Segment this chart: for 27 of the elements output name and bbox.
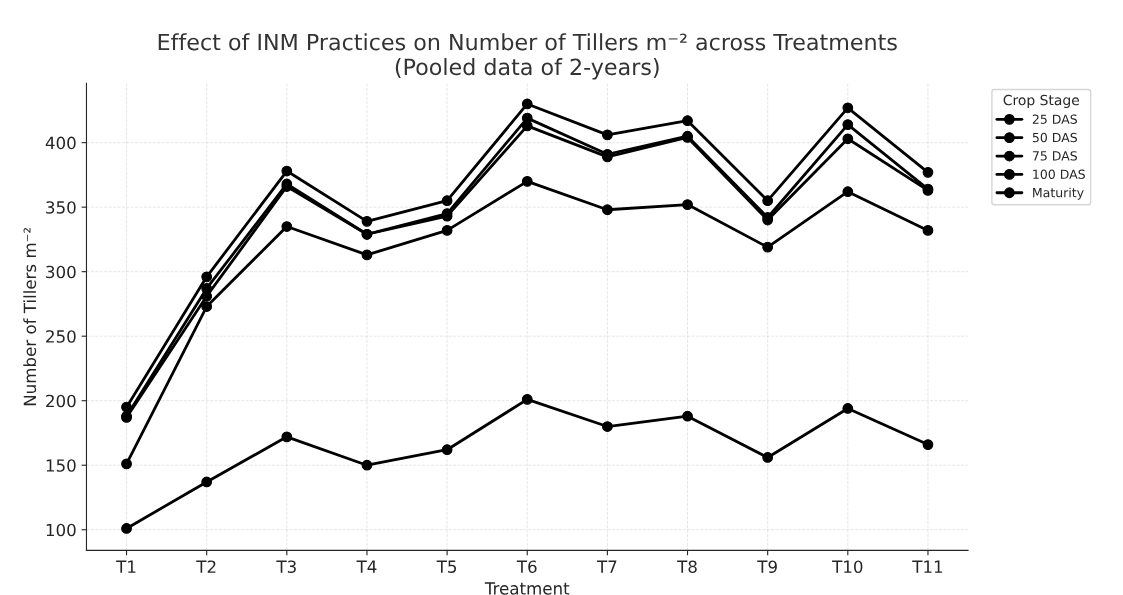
- y-tick-label: 300: [46, 265, 76, 279]
- legend-label: 25 DAS: [1032, 114, 1077, 124]
- x-tick-label: T2: [196, 560, 216, 573]
- x-tick-label: T8: [677, 560, 697, 573]
- y-tick-label: 400: [45, 136, 76, 150]
- y-axis-title: Number of Tillers m⁻²: [23, 227, 37, 406]
- x-axis-title: Treatment: [484, 582, 570, 595]
- x-tick-label: T6: [516, 560, 537, 573]
- x-tick-label: T9: [757, 560, 777, 573]
- legend-label: Maturity: [1033, 187, 1084, 200]
- legend-label: 75 DAS: [1032, 151, 1077, 161]
- x-tick-label: T10: [832, 560, 863, 573]
- chart-title: Effect of INM Practices on Number of Tillers m⁻² across Treatments (Pooled data of 2-years): [158, 33, 897, 80]
- x-tick-label: T11: [912, 560, 943, 573]
- legend-label: 50 DAS: [1032, 132, 1077, 143]
- y-tick-label: 350: [46, 201, 76, 214]
- y-tick-label: 250: [46, 330, 76, 343]
- x-tick-label: T4: [356, 560, 377, 573]
- x-tick-label: T3: [276, 560, 296, 573]
- x-tick-label: T7: [596, 560, 617, 573]
- legend-label: 100 DAS: [1033, 169, 1085, 179]
- x-tick-label: T5: [436, 560, 457, 573]
- legend-title: Crop Stage: [1003, 94, 1080, 108]
- y-tick-label: 200: [46, 394, 76, 408]
- y-tick-label: 150: [46, 459, 76, 472]
- x-tick-label: T1: [116, 560, 136, 573]
- y-tick-label: 100: [46, 523, 76, 537]
